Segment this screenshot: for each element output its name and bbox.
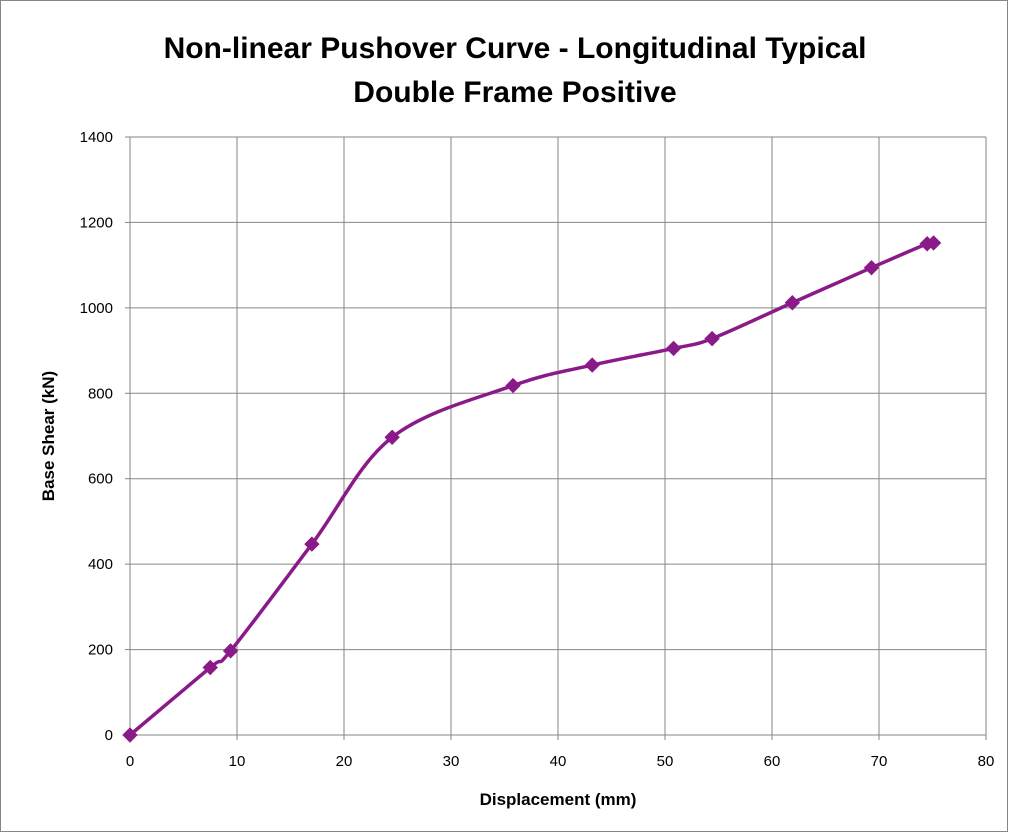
data-point-marker bbox=[505, 377, 521, 394]
data-point-marker bbox=[584, 357, 600, 373]
y-tick-label: 800 bbox=[88, 385, 113, 402]
data-point-marker bbox=[863, 259, 880, 276]
x-tick-label: 10 bbox=[229, 753, 246, 770]
series-line bbox=[128, 240, 936, 737]
y-tick-label: 0 bbox=[105, 727, 113, 744]
data-point-marker bbox=[784, 295, 801, 311]
x-tick-labels: 0 10 20 30 40 50 60 70 80 bbox=[126, 753, 995, 770]
chart-title: Non-linear Pushover Curve - Longitudinal… bbox=[164, 32, 867, 109]
x-tick-label: 80 bbox=[978, 753, 995, 770]
x-tick-label: 0 bbox=[126, 753, 134, 770]
data-point-marker bbox=[925, 235, 942, 251]
grid-lines bbox=[125, 136, 987, 740]
x-tick-label: 30 bbox=[443, 753, 460, 770]
data-point-marker bbox=[304, 536, 320, 552]
y-axis-title: Base Shear (kN) bbox=[39, 371, 58, 501]
chart-title-line-1: Non-linear Pushover Curve - Longitudinal… bbox=[164, 32, 867, 65]
data-point-marker bbox=[704, 330, 720, 347]
x-tick-label: 20 bbox=[336, 753, 353, 770]
series-layer bbox=[122, 235, 942, 743]
data-point-marker bbox=[122, 727, 138, 743]
data-point-marker bbox=[202, 659, 218, 676]
y-tick-label: 200 bbox=[88, 642, 113, 659]
x-tick-label: 70 bbox=[871, 753, 888, 770]
data-point-marker bbox=[665, 340, 682, 357]
data-point-marker bbox=[384, 429, 400, 445]
y-tick-label: 1200 bbox=[80, 214, 113, 231]
y-tick-label: 400 bbox=[88, 556, 113, 573]
x-axis-title: Displacement (mm) bbox=[480, 790, 637, 809]
y-tick-label: 1400 bbox=[80, 129, 113, 146]
chart-title-line-2: Double Frame Positive bbox=[353, 76, 676, 109]
x-tick-label: 50 bbox=[657, 753, 674, 770]
x-tick-label: 60 bbox=[764, 753, 781, 770]
x-tick-label: 40 bbox=[550, 753, 567, 770]
y-tick-labels: 0 200 400 600 800 1000 1200 1400 bbox=[80, 129, 113, 744]
y-tick-label: 600 bbox=[88, 471, 113, 488]
data-point-marker bbox=[222, 643, 239, 659]
y-tick-label: 1000 bbox=[80, 300, 113, 317]
